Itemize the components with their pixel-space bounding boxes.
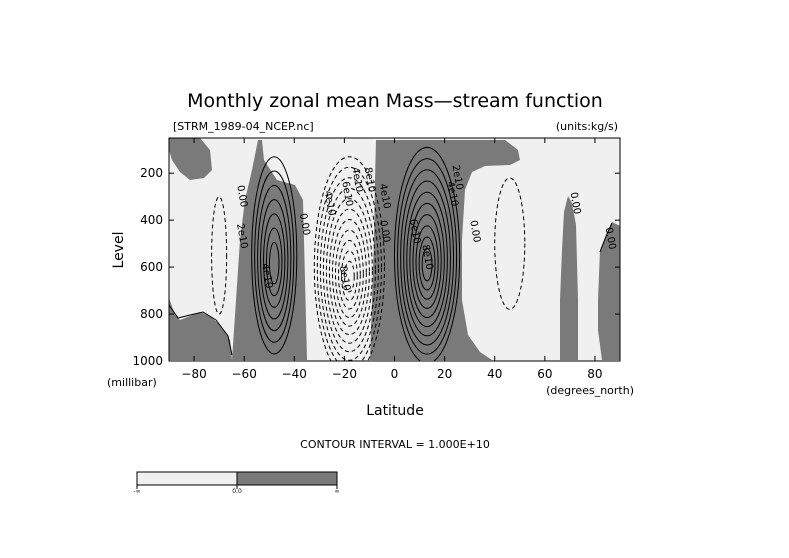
colorbar-positive [236, 471, 338, 486]
colorbar-label-min: -∞ [133, 488, 140, 495]
contour-label: 8e10 [362, 166, 377, 193]
y-tick-label: 200 [140, 166, 163, 180]
contour-line [412, 214, 442, 309]
contour-label: 4e10 [377, 183, 392, 210]
x-tick-label: −80 [181, 367, 206, 381]
contour-line [322, 187, 376, 353]
zero-contour-southwest [169, 304, 233, 356]
x-axis-label: Latitude [366, 403, 424, 419]
contour-label: 4e10 [259, 263, 274, 290]
y-tick-label: 400 [140, 213, 163, 227]
contour-line [313, 156, 385, 361]
y-units-label: (millibar) [107, 376, 157, 389]
contour-label: 4e10 [322, 190, 337, 217]
colorbar-negative [136, 471, 238, 486]
y-tick-label: 1000 [132, 354, 163, 368]
positive-region-polar-north [598, 222, 620, 360]
positive-region-antarctic [169, 298, 232, 360]
x-tick-label: 40 [487, 367, 502, 381]
x-axis: −80 −60 −40 −20 0 20 40 60 80 [181, 138, 603, 381]
contour-line [328, 208, 370, 336]
contour-line [211, 196, 228, 315]
x-tick-label: −20 [332, 367, 357, 381]
y-tick-label: 800 [140, 307, 163, 321]
contour-line [341, 250, 358, 301]
contour-label: 6e10 [339, 181, 354, 208]
plot-area [169, 138, 620, 361]
contour-label: 0.00 [467, 220, 482, 244]
contour-lines [211, 146, 526, 361]
contour-label: 8e10 [337, 265, 352, 292]
contour-label: 2e10 [449, 164, 464, 191]
contour-line [403, 180, 451, 337]
contour-line [418, 236, 436, 291]
contour-label: 0.00 [234, 184, 249, 208]
positive-region-arctic [560, 196, 578, 360]
contour-line [415, 225, 439, 300]
contour-line [260, 199, 289, 320]
contour-label: 0.00 [568, 191, 583, 215]
x-tick-label: −60 [232, 367, 257, 381]
positive-region-tropical [370, 140, 520, 360]
x-tick-label: 20 [437, 367, 452, 381]
zero-contour-north [599, 222, 613, 253]
contour-line [421, 247, 433, 282]
contour-line [394, 146, 461, 361]
x-tick-label: 60 [537, 367, 552, 381]
contour-label: 8e10 [419, 244, 434, 271]
contour-line [334, 229, 364, 319]
contour-line [325, 198, 373, 344]
contour-line [406, 191, 448, 328]
chart-title: Monthly zonal mean Mass—stream function [187, 90, 603, 112]
y-axis-label: Level [111, 232, 127, 269]
contour-label: 4e10 [349, 166, 364, 193]
contour-label: 0.00 [377, 220, 392, 244]
contour-line [409, 202, 445, 319]
contour-line [397, 158, 458, 355]
units-label: (units:kg/s) [556, 120, 618, 133]
contour-line [257, 184, 292, 332]
contour-line [268, 241, 280, 285]
contour-label: 2e10 [234, 223, 249, 250]
contour-line [344, 260, 355, 293]
positive-region-northwest-patch [169, 138, 212, 180]
contour-line [400, 169, 454, 346]
x-tick-label: 0 [391, 367, 399, 381]
contour-line [331, 219, 367, 327]
contour-label: 0.00 [603, 227, 618, 251]
colorbar-label-max: ∞ [335, 488, 340, 495]
colorbar-label-zero: 0.0 [232, 488, 242, 495]
x-tick-label: −40 [282, 367, 307, 381]
contour-interval-text: CONTOUR INTERVAL = 1.000E+10 [300, 438, 490, 451]
contour-label: 6e10 [407, 218, 422, 245]
contour-line [316, 166, 382, 361]
contour-line [251, 156, 298, 355]
y-tick-label: 600 [140, 260, 163, 274]
contour-line [319, 177, 379, 361]
contour-line [338, 239, 361, 310]
contour-label: 4e10 [444, 181, 459, 208]
contour-line [254, 170, 295, 343]
y-axis: 200 400 600 800 1000 [132, 166, 620, 368]
contour-line [263, 213, 286, 308]
contour-line [266, 227, 283, 297]
x-tick-label: 80 [587, 367, 602, 381]
x-units-label: (degrees_north) [546, 384, 634, 397]
file-label: [STRM_1989-04_NCEP.nc] [173, 120, 314, 133]
contour-label: 0.00 [297, 212, 312, 236]
shading-colorbar: -∞ 0.0 ∞ [133, 471, 340, 495]
